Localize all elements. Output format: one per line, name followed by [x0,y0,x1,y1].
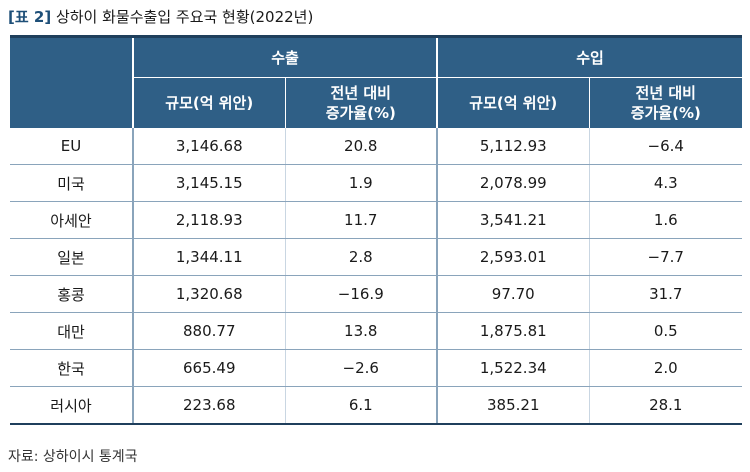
import-growth-cell: 31.7 [588,275,743,313]
export-growth-cell: 11.7 [284,201,438,239]
import-growth-cell: 28.1 [588,386,743,425]
import-growth-cell: −7.7 [588,238,743,276]
import-value-cell: 5,112.93 [436,128,590,165]
country-cell: 일본 [10,238,133,276]
country-cell: 아세안 [10,201,133,239]
country-cell: 대만 [10,312,133,350]
header-import-value: 규모(억 위안) [436,77,590,128]
table-row: 아세안 2,118.93 11.7 3,541.21 1.6 [10,201,743,239]
export-value-cell: 3,146.68 [132,128,285,165]
table-row: 한국 665.49 −2.6 1,522.34 2.0 [10,349,743,387]
header-export-value: 규모(억 위안) [132,77,285,128]
import-growth-cell: 1.6 [588,201,743,239]
export-value-cell: 1,320.68 [132,275,285,313]
export-value-cell: 223.68 [132,386,285,425]
header-export: 수출 [131,35,438,78]
source-note: 자료: 상하이시 통계국 [8,449,138,465]
country-cell: EU [10,128,133,165]
export-growth-cell: −16.9 [284,275,438,313]
import-value-cell: 1,875.81 [436,312,590,350]
export-value-cell: 2,118.93 [132,201,285,239]
header-import: 수입 [436,35,743,78]
import-value-cell: 2,078.99 [436,164,590,202]
export-value-cell: 880.77 [132,312,285,350]
export-growth-cell: 13.8 [284,312,438,350]
header-export-growth-label: 전년 대비 증가율(%) [325,84,396,122]
trade-table: 수출 수입 규모(억 위안) 전년 대비 증가율(%) 규모(억 위안) 전년 대… [10,35,743,425]
table-row: 대만 880.77 13.8 1,875.81 0.5 [10,312,743,350]
table-row: 미국 3,145.15 1.9 2,078.99 4.3 [10,164,743,202]
import-growth-cell: −6.4 [588,128,743,165]
table-number: [표 2] [8,8,52,26]
country-cell: 한국 [10,349,133,387]
table-row: 러시아 223.68 6.1 385.21 28.1 [10,386,743,425]
import-value-cell: 3,541.21 [436,201,590,239]
header-import-value-label: 규모(억 위안) [469,94,558,112]
table-row: EU 3,146.68 20.8 5,112.93 −6.4 [10,128,743,165]
export-growth-cell: 1.9 [284,164,438,202]
export-value-cell: 1,344.11 [132,238,285,276]
header-country-blank [10,35,133,128]
import-growth-cell: 4.3 [588,164,743,202]
table-header: 수출 수입 규모(억 위안) 전년 대비 증가율(%) 규모(억 위안) 전년 대… [10,35,743,128]
table-caption: [표 2] 상하이 화물수출입 주요국 현황(2022년) [8,7,313,27]
import-value-cell: 1,522.34 [436,349,590,387]
import-value-cell: 2,593.01 [436,238,590,276]
country-cell: 홍콩 [10,275,133,313]
export-value-cell: 665.49 [132,349,285,387]
table-body: EU 3,146.68 20.8 5,112.93 −6.4 미국 3,145.15 1.9 2… [10,128,743,425]
export-growth-cell: −2.6 [284,349,438,387]
import-value-cell: 385.21 [436,386,590,425]
export-growth-cell: 2.8 [284,238,438,276]
import-growth-cell: 0.5 [588,312,743,350]
table-row: 일본 1,344.11 2.8 2,593.01 −7.7 [10,238,743,276]
country-cell: 러시아 [10,386,133,425]
header-import-growth: 전년 대비 증가율(%) [588,77,743,128]
table-title: 상하이 화물수출입 주요국 현황(2022년) [55,8,314,26]
header-export-growth: 전년 대비 증가율(%) [284,77,438,128]
export-value-cell: 3,145.15 [132,164,285,202]
table-row: 홍콩 1,320.68 −16.9 97.70 31.7 [10,275,743,313]
country-cell: 미국 [10,164,133,202]
export-growth-cell: 20.8 [284,128,438,165]
import-growth-cell: 2.0 [588,349,743,387]
header-import-growth-label: 전년 대비 증가율(%) [630,84,701,122]
header-export-value-label: 규모(억 위안) [165,94,254,112]
import-value-cell: 97.70 [436,275,590,313]
export-growth-cell: 6.1 [284,386,438,425]
